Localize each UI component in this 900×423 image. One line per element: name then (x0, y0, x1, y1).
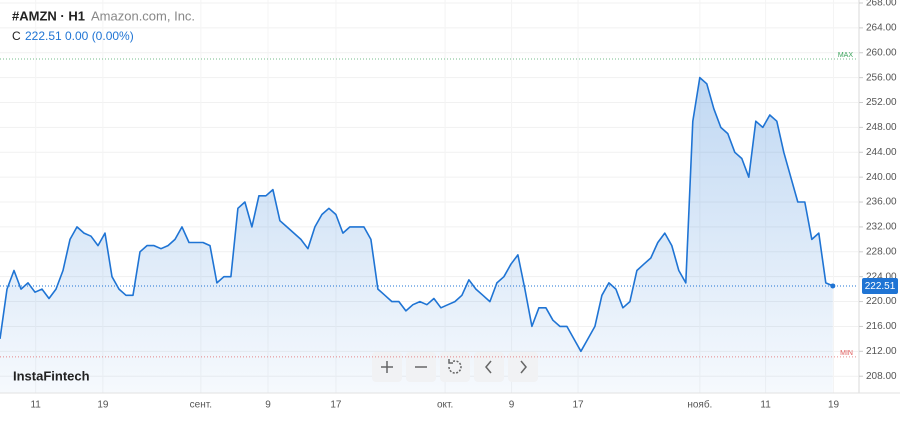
y-tick-label: 232.00 (866, 222, 897, 233)
y-tick-label: 252.00 (866, 97, 897, 108)
x-tick-label: 19 (97, 400, 109, 411)
limit-label: MAX (838, 52, 854, 59)
current-price-label: 222.51 (865, 281, 896, 292)
x-tick-label: 9 (265, 400, 271, 411)
company: Amazon.com, Inc. (91, 8, 195, 23)
y-tick-label: 248.00 (866, 122, 897, 133)
scroll-left-button[interactable] (474, 352, 504, 382)
x-tick-label: 17 (573, 400, 585, 411)
reset-button[interactable] (440, 352, 470, 382)
y-tick-label: 240.00 (866, 172, 897, 183)
x-tick-label: 17 (330, 400, 342, 411)
y-tick-label: 224.00 (866, 271, 897, 282)
scroll-right-button[interactable] (508, 352, 538, 382)
y-tick-label: 244.00 (866, 147, 897, 158)
limit-label: MIN (840, 350, 853, 357)
y-tick-label: 216.00 (866, 321, 897, 332)
x-tick-label: 11 (760, 400, 771, 411)
price-line (0, 76, 834, 353)
y-tick-label: 208.00 (866, 371, 897, 382)
x-tick-label: сент. (190, 400, 212, 411)
current-price-box (862, 277, 898, 294)
zoom-out-button[interactable] (406, 352, 436, 382)
y-tick-label: 256.00 (866, 72, 897, 83)
y-tick-label: 264.00 (866, 23, 897, 34)
x-tick-label: 11 (30, 400, 41, 411)
y-tick-label: 212.00 (866, 346, 897, 357)
close-prefix: C (12, 29, 21, 43)
watermark: InstaFintech (13, 368, 90, 383)
close-value: 222.51 (25, 29, 62, 43)
change: 0.00 (0.00%) (65, 29, 134, 43)
y-tick-label: 260.00 (866, 47, 897, 58)
x-tick-label: окт. (437, 400, 453, 411)
last-point (830, 283, 836, 289)
x-tick-label: нояб. (687, 399, 712, 411)
y-tick-label: 236.00 (866, 197, 897, 208)
y-tick-label: 228.00 (866, 246, 897, 257)
y-tick-label: 268.00 (866, 0, 897, 9)
y-tick-label: 220.00 (866, 296, 897, 307)
zoom-in-button[interactable] (372, 352, 402, 382)
toolbar (372, 352, 538, 382)
x-tick-label: 9 (509, 400, 515, 411)
area (0, 77, 833, 393)
x-tick-label: 19 (828, 400, 840, 411)
symbol: #AMZN · H1 (12, 8, 85, 23)
